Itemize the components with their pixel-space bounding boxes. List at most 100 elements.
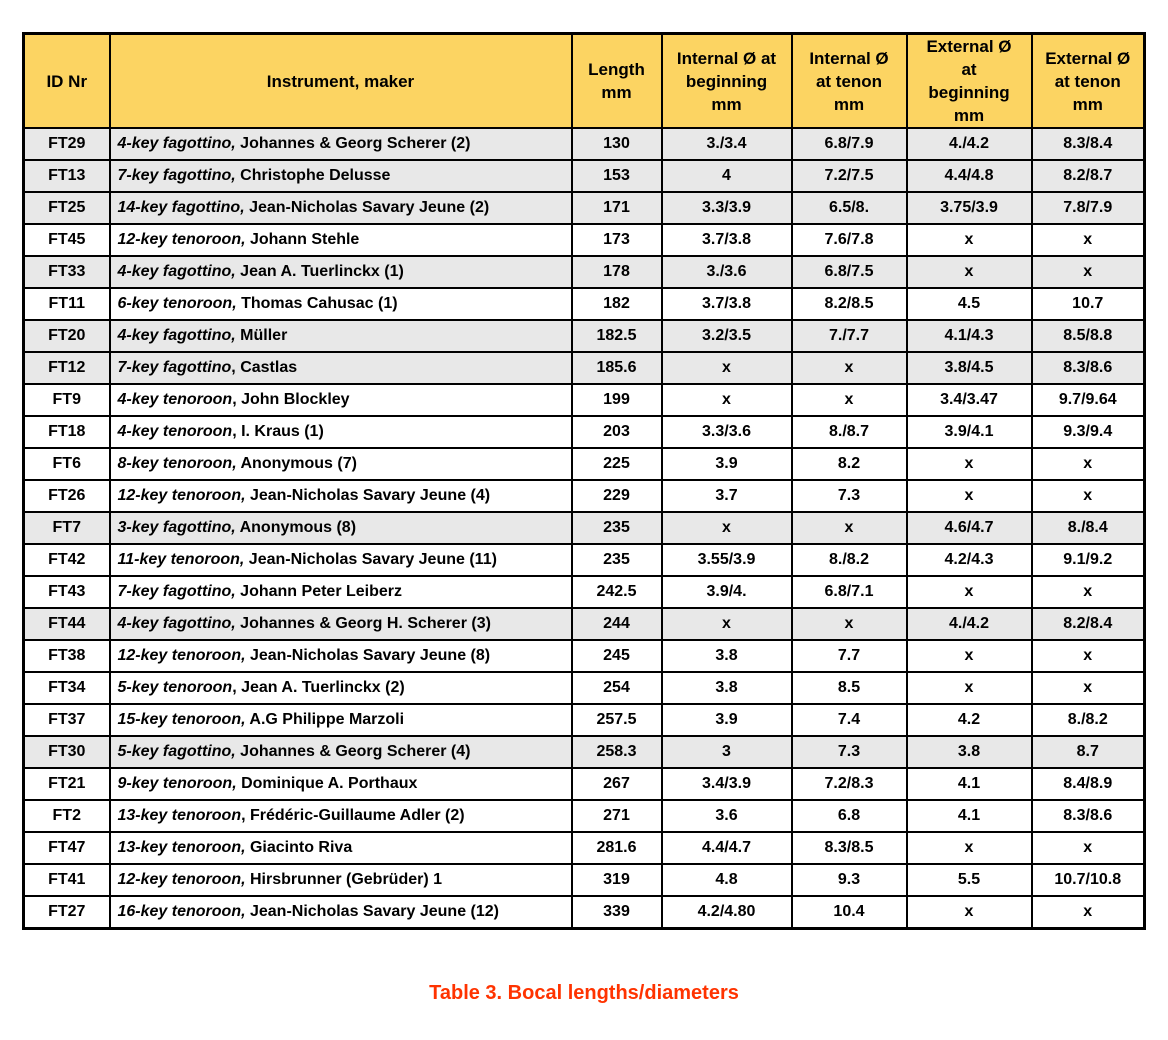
cell-id-nr: FT41	[22, 863, 111, 897]
cell-internal-diameter-tenon: x	[790, 351, 908, 385]
cell-external-diameter-beginning: 4.6/4.7	[905, 511, 1033, 545]
table-row: FT27 16-key tenoroon, Jean-Nicholas Savar…	[22, 895, 1146, 929]
cell-instrument-maker: 7-key fagottino, Christophe Delusse	[108, 159, 573, 193]
cell-internal-diameter-beginning: x	[660, 383, 793, 417]
maker-name: Anonymous (8)	[235, 519, 357, 536]
table-row: FT29 4-key fagottino, Johannes & Georg Sc…	[22, 127, 1146, 161]
cell-id-nr: FT34	[22, 671, 111, 705]
cell-length: 185.6	[570, 351, 663, 385]
instrument-type: 8-key tenoroon,	[117, 455, 237, 472]
cell-id-nr: FT30	[22, 735, 111, 769]
table-row: FT6 8-key tenoroon, Anonymous (7) 225 3.9 8.…	[22, 447, 1146, 481]
cell-id-nr: FT38	[22, 639, 111, 673]
maker-name: Anonymous (7)	[236, 455, 357, 472]
cell-internal-diameter-tenon: 7.4	[790, 703, 908, 737]
cell-length: 225	[570, 447, 663, 481]
instrument-type: 11-key tenoroon,	[117, 551, 245, 568]
cell-internal-diameter-beginning: x	[660, 511, 793, 545]
cell-internal-diameter-tenon: 7.2/7.5	[790, 159, 908, 193]
cell-id-nr: FT45	[22, 223, 111, 257]
cell-internal-diameter-tenon: 8.3/8.5	[790, 831, 908, 865]
cell-external-diameter-tenon: 9.1/9.2	[1030, 543, 1146, 577]
cell-instrument-maker: 4-key fagottino, Jean A. Tuerlinckx (1)	[108, 255, 573, 289]
instrument-type: 16-key tenoroon,	[117, 902, 246, 920]
cell-internal-diameter-beginning: x	[660, 607, 793, 641]
cell-internal-diameter-tenon: 7.2/8.3	[790, 767, 908, 801]
instrument-type: 12-key tenoroon,	[117, 487, 246, 504]
cell-external-diameter-beginning: 3.8/4.5	[905, 351, 1033, 385]
cell-length: 245	[570, 639, 663, 673]
instrument-type: 5-key tenoroon	[117, 679, 233, 696]
cell-internal-diameter-tenon: 6.8/7.9	[790, 127, 908, 161]
maker-name: Johann Stehle	[245, 231, 360, 248]
cell-external-diameter-tenon: 8.2/8.7	[1030, 159, 1146, 193]
cell-external-diameter-beginning: 4.1	[905, 767, 1033, 801]
cell-internal-diameter-beginning: 3.7	[660, 479, 793, 513]
cell-external-diameter-tenon: 8.2/8.4	[1030, 607, 1146, 641]
cell-id-nr: FT20	[22, 319, 111, 353]
cell-length: 257.5	[570, 703, 663, 737]
header-internal-diameter-beginning: Internal Ø at beginning mm	[660, 32, 793, 129]
maker-name: Jean-Nicholas Savary Jeune (4)	[245, 487, 491, 504]
maker-name: Jean-Nicholas Savary Jeune (2)	[244, 199, 490, 216]
instrument-type: 15-key tenoroon,	[117, 711, 246, 728]
cell-length: 130	[570, 127, 663, 161]
cell-internal-diameter-beginning: 3.8	[660, 671, 793, 705]
cell-external-diameter-beginning: 4.4/4.8	[905, 159, 1033, 193]
cell-id-nr: FT42	[22, 543, 111, 577]
table-row: FT26 12-key tenoroon, Jean-Nicholas Savar…	[22, 479, 1146, 513]
cell-internal-diameter-tenon: x	[790, 511, 908, 545]
cell-instrument-maker: 7-key fagottino, Johann Peter Leiberz	[108, 575, 573, 609]
table-row: FT2 13-key tenoroon, Frédéric-Guillaume A…	[22, 799, 1146, 833]
maker-name: Giacinto Riva	[245, 839, 353, 856]
header-id-nr: ID Nr	[22, 32, 111, 129]
maker-name: , John Blockley	[232, 391, 350, 408]
cell-external-diameter-beginning: x	[905, 223, 1033, 257]
cell-instrument-maker: 4-key fagottino, Johannes & Georg Schere…	[108, 127, 573, 161]
cell-internal-diameter-beginning: 3.3/3.9	[660, 191, 793, 225]
instrument-type: 14-key fagottino,	[117, 199, 245, 216]
table-row: FT38 12-key tenoroon, Jean-Nicholas Savar…	[22, 639, 1146, 673]
table-row: FT45 12-key tenoroon, Johann Stehle 173 3.7…	[22, 223, 1146, 257]
cell-length: 281.6	[570, 831, 663, 865]
cell-instrument-maker: 4-key fagottino, Johannes & Georg H. Sch…	[108, 607, 573, 641]
table-row: FT11 6-key tenoroon, Thomas Cahusac (1) 18…	[22, 287, 1146, 321]
cell-external-diameter-tenon: 8./8.4	[1030, 511, 1146, 545]
cell-length: 319	[570, 863, 663, 897]
cell-instrument-maker: 16-key tenoroon, Jean-Nicholas Savary Je…	[108, 895, 573, 929]
cell-id-nr: FT6	[22, 447, 111, 481]
cell-length: 182.5	[570, 319, 663, 353]
cell-id-nr: FT11	[22, 287, 111, 321]
cell-instrument-maker: 3-key fagottino, Anonymous (8)	[108, 511, 573, 545]
maker-name: Johannes & Georg Scherer (4)	[235, 743, 471, 760]
cell-external-diameter-beginning: 3.8	[905, 735, 1033, 769]
cell-internal-diameter-tenon: 6.8/7.5	[790, 255, 908, 289]
cell-instrument-maker: 6-key tenoroon, Thomas Cahusac (1)	[108, 287, 573, 321]
maker-name: Dominique A. Porthaux	[236, 775, 418, 792]
maker-name: A.G Philippe Marzoli	[245, 711, 405, 728]
cell-external-diameter-beginning: x	[905, 255, 1033, 289]
instrument-type: 6-key tenoroon,	[117, 295, 237, 312]
cell-internal-diameter-beginning: 3	[660, 735, 793, 769]
cell-instrument-maker: 15-key tenoroon, A.G Philippe Marzoli	[108, 703, 573, 737]
cell-internal-diameter-tenon: 6.8/7.1	[790, 575, 908, 609]
cell-internal-diameter-beginning: 4.8	[660, 863, 793, 897]
cell-length: 173	[570, 223, 663, 257]
cell-external-diameter-tenon: 8.7	[1030, 735, 1146, 769]
cell-instrument-maker: 4-key tenoroon, I. Kraus (1)	[108, 415, 573, 449]
cell-external-diameter-tenon: x	[1030, 671, 1146, 705]
cell-id-nr: FT33	[22, 255, 111, 289]
instrument-type: 3-key fagottino,	[117, 519, 236, 536]
maker-name: , Castlas	[231, 359, 298, 376]
cell-id-nr: FT12	[22, 351, 111, 385]
cell-external-diameter-beginning: 4.1	[905, 799, 1033, 833]
table-row: FT30 5-key fagottino, Johannes & Georg Sc…	[22, 735, 1146, 769]
cell-external-diameter-tenon: 8.4/8.9	[1030, 767, 1146, 801]
cell-internal-diameter-beginning: 3.9	[660, 447, 793, 481]
cell-external-diameter-tenon: 9.3/9.4	[1030, 415, 1146, 449]
maker-name: Johannes & Georg H. Scherer (3)	[235, 615, 491, 632]
cell-internal-diameter-beginning: 3.55/3.9	[660, 543, 793, 577]
table-row: FT25 14-key fagottino, Jean-Nicholas Sava…	[22, 191, 1146, 225]
cell-internal-diameter-beginning: x	[660, 351, 793, 385]
table-row: FT33 4-key fagottino, Jean A. Tuerlinckx …	[22, 255, 1146, 289]
